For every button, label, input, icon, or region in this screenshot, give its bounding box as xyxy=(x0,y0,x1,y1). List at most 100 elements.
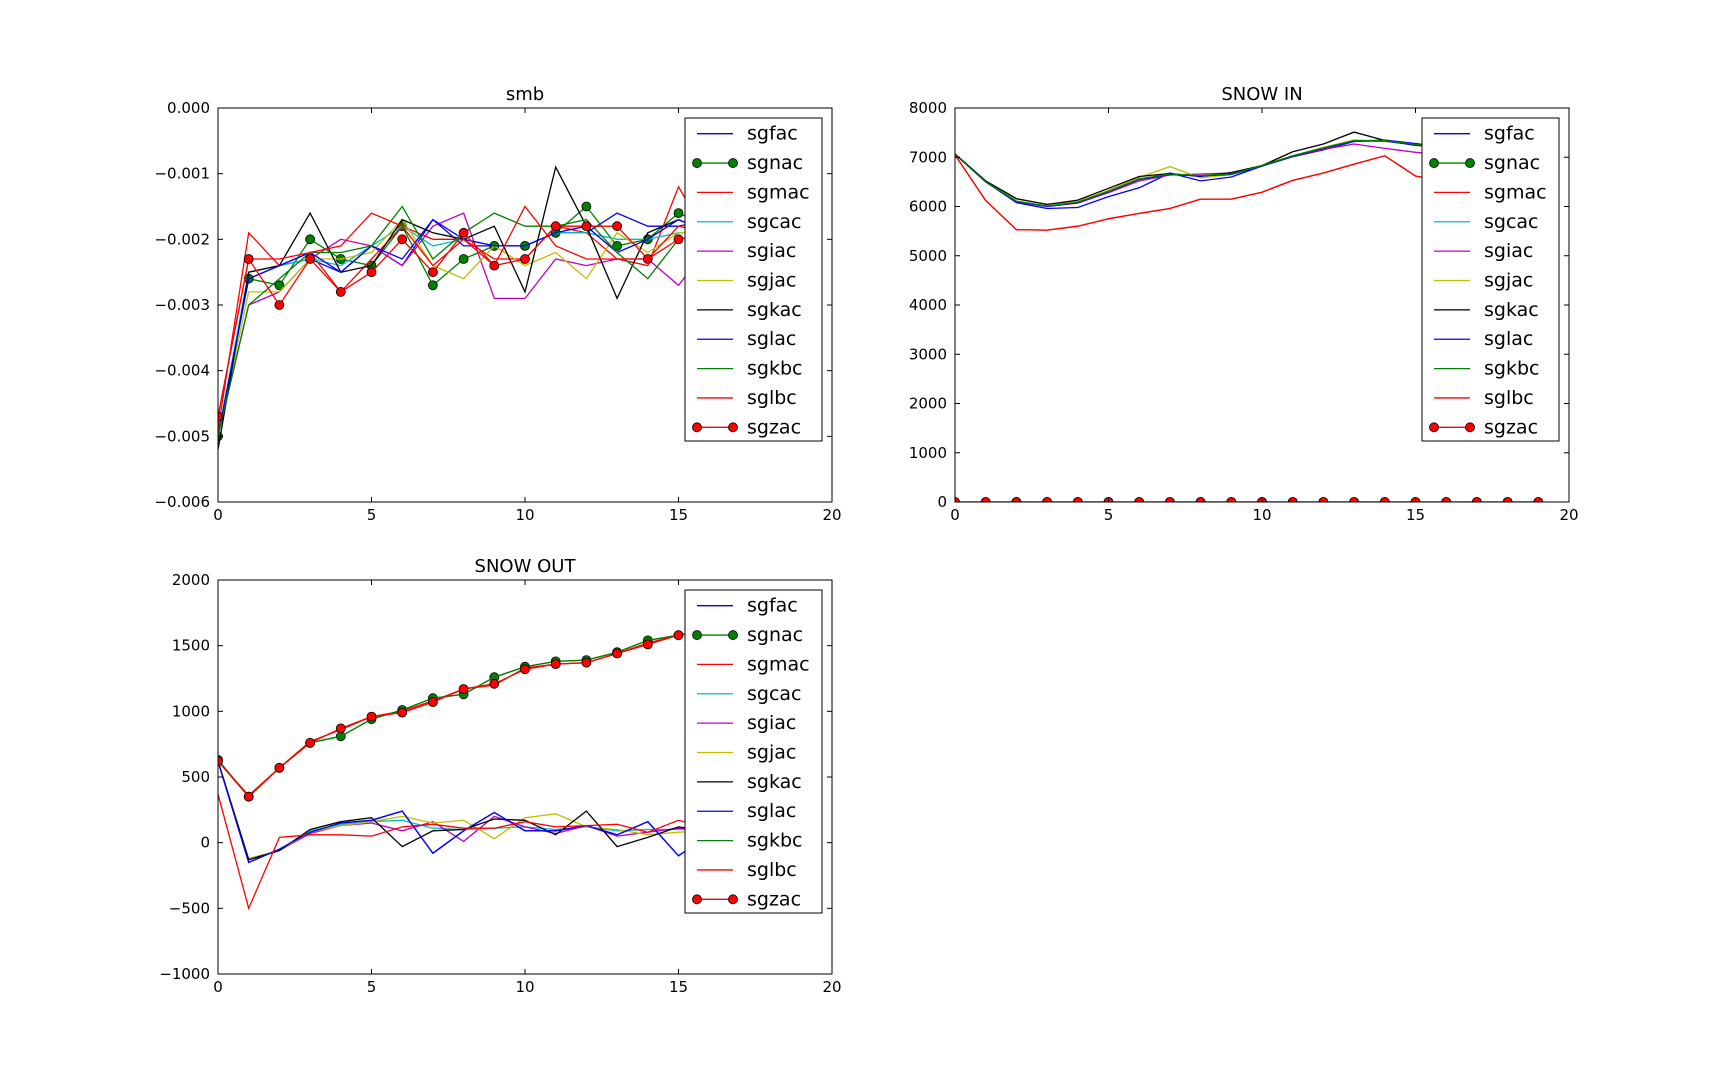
data-point-sgzac xyxy=(397,707,408,718)
y-tick-label: 1500 xyxy=(172,637,210,655)
legend-item-sgiac: sgiac xyxy=(1434,240,1533,262)
y-tick-label: 5000 xyxy=(909,247,947,265)
legend-item-sgnac: sgnac xyxy=(1429,152,1540,174)
x-tick-label: 5 xyxy=(367,506,377,524)
legend-label: sgzac xyxy=(1484,416,1538,438)
legend-marker xyxy=(728,422,738,433)
data-point-sgzac xyxy=(397,234,408,245)
data-point-sgzac xyxy=(955,497,960,502)
data-point-sgnac xyxy=(458,254,469,264)
data-point-sgzac xyxy=(218,756,223,767)
y-tick-label: −0.001 xyxy=(154,165,210,183)
legend-marker xyxy=(1429,158,1439,168)
y-tick-label: 1000 xyxy=(909,444,947,462)
x-tick-label: 0 xyxy=(213,506,223,524)
data-point-sgzac xyxy=(366,267,377,278)
legend-item-sgfac: sgfac xyxy=(697,595,798,617)
y-tick-label: 8000 xyxy=(909,99,947,117)
legend-label: sgnac xyxy=(1484,152,1540,174)
legend-label: sglbc xyxy=(1484,387,1534,409)
data-point-sgzac xyxy=(1533,497,1544,502)
data-point-sgnac xyxy=(305,234,316,245)
y-tick-label: −0.005 xyxy=(154,427,210,445)
legend-item-sglbc: sglbc xyxy=(697,387,797,409)
x-tick-label: 15 xyxy=(1406,506,1425,524)
data-point-sgzac xyxy=(305,254,316,264)
legend-item-sgkbc: sgkbc xyxy=(697,358,802,380)
legend-label: sglac xyxy=(747,328,796,350)
data-point-sgzac xyxy=(1318,497,1329,502)
legend-item-sgmac: sgmac xyxy=(1434,181,1547,203)
y-tick-label: 4000 xyxy=(909,296,947,314)
legend-item-sgcac: sgcac xyxy=(697,211,802,233)
data-point-sgzac xyxy=(581,221,592,232)
data-point-sgnac xyxy=(612,240,622,251)
data-point-sgzac xyxy=(1287,497,1298,502)
data-point-sgzac xyxy=(1379,497,1390,502)
data-point-sgzac xyxy=(673,630,684,641)
y-tick-label: 7000 xyxy=(909,148,947,166)
legend-item-sglac: sglac xyxy=(1434,328,1533,350)
y-tick-label: −0.002 xyxy=(154,230,210,248)
y-tick-label: 3000 xyxy=(909,345,947,363)
legend-label: sgmac xyxy=(1484,181,1547,203)
legend-label: sgkbc xyxy=(1484,358,1539,380)
y-tick-label: −0.006 xyxy=(154,493,210,511)
data-point-sgzac xyxy=(550,221,561,232)
legend-label: sgcac xyxy=(1484,211,1539,233)
legend-marker xyxy=(692,422,702,433)
data-point-sgzac xyxy=(550,659,561,669)
legend-label: sgkac xyxy=(1484,299,1539,321)
data-point-sgzac xyxy=(1226,497,1237,502)
legend-item-sgkbc: sgkbc xyxy=(697,830,802,852)
legend-item-sgzac: sgzac xyxy=(692,416,801,438)
x-tick-label: 20 xyxy=(1559,506,1578,524)
legend-item-sgcac: sgcac xyxy=(1434,211,1539,233)
legend-label: sgfac xyxy=(747,595,798,617)
legend-item-sgmac: sgmac xyxy=(697,181,810,203)
legend-label: sgiac xyxy=(747,240,796,262)
legend-box xyxy=(684,117,823,442)
data-point-sgzac xyxy=(1441,497,1452,502)
data-point-sgzac xyxy=(427,267,438,278)
data-point-sgzac xyxy=(274,762,285,773)
legend-item-sgiac: sgiac xyxy=(697,712,796,734)
legend-label: sglbc xyxy=(747,859,797,881)
y-tick-label: 6000 xyxy=(909,198,947,216)
legend-label: sgzac xyxy=(747,888,801,910)
legend-item-sgfac: sgfac xyxy=(1434,123,1535,145)
data-point-sgzac xyxy=(1165,497,1175,502)
data-point-sgzac xyxy=(218,411,223,422)
legend-item-sgkac: sgkac xyxy=(697,771,802,793)
legend-marker xyxy=(1429,422,1439,433)
legend-label: sgfac xyxy=(1484,123,1535,145)
legend: sgfac sgnac sgmac sgcac sgiac sgjac sgkac sglac… xyxy=(1421,117,1560,442)
legend-label: sgkbc xyxy=(747,830,802,852)
data-point-sgzac xyxy=(673,234,684,245)
legend-item-sgkac: sgkac xyxy=(1434,299,1539,321)
x-tick-label: 10 xyxy=(1252,506,1271,524)
data-point-sgzac xyxy=(612,648,622,659)
data-point-sgnac xyxy=(581,201,592,212)
y-tick-label: −1000 xyxy=(159,965,210,983)
data-point-sgzac xyxy=(1502,497,1513,502)
legend-item-sgjac: sgjac xyxy=(697,742,796,764)
data-point-sgzac xyxy=(520,664,530,675)
data-point-sgzac xyxy=(1042,497,1052,502)
data-point-sgnac xyxy=(673,208,684,219)
legend-label: sgmac xyxy=(747,181,810,203)
x-tick-label: 10 xyxy=(515,506,534,524)
legend-marker xyxy=(728,894,738,905)
chart-title: smb xyxy=(506,84,544,105)
y-tick-label: 2000 xyxy=(909,395,947,413)
data-point-sgzac xyxy=(458,684,469,694)
x-tick-label: 20 xyxy=(822,506,841,524)
x-tick-label: 0 xyxy=(213,978,223,996)
legend-label: sgkac xyxy=(747,771,802,793)
chart-snow-out: SNOW OUT 0 5 10 15 20 2000 1500 1000 500 0 −500 −10… xyxy=(159,556,841,996)
legend-item-sgnac: sgnac xyxy=(692,152,803,174)
data-point-sgzac xyxy=(274,300,285,310)
data-point-sgzac xyxy=(489,678,500,689)
legend-item-sgcac: sgcac xyxy=(697,683,802,705)
legend-marker xyxy=(728,630,738,640)
